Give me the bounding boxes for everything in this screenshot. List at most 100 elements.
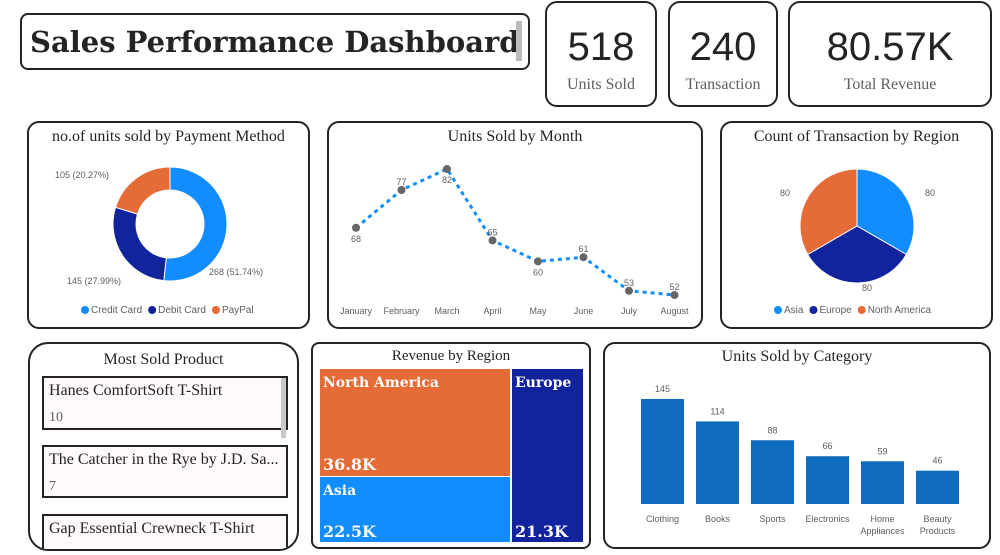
legend-item: North America (868, 305, 932, 316)
data-label: 66 (822, 441, 832, 451)
data-point (352, 223, 360, 232)
line-chart: 68 January 77 February 82 March 65 April 60 May 61… (340, 165, 689, 316)
x-tick-label: Sports (759, 514, 786, 524)
x-tick-label: Clothing (646, 514, 679, 524)
slice-paypal (114, 166, 171, 215)
legend-item: Asia (784, 305, 804, 316)
product-units: 7 (49, 479, 56, 494)
product-name: Hanes ComfortSoft T-Shirt (49, 382, 223, 399)
chart-title: Units Sold by Category (721, 348, 873, 365)
data-point (443, 165, 451, 173)
title-card: Sales Performance Dashboard (20, 13, 530, 70)
data-point (625, 286, 633, 295)
x-tick-label: Books (705, 514, 731, 524)
list-item[interactable]: The Catcher in the Rye by J.D. Sa... 7 (42, 445, 288, 498)
legend-marker (148, 306, 157, 314)
slice-debit-card (112, 206, 167, 282)
bar-chart: 145 Clothing 114 Books 88 Sports 66 Electronics… (641, 384, 959, 536)
scrollbar[interactable] (516, 21, 522, 61)
chart-title: Units Sold by Month (447, 128, 583, 145)
x-tick-label: January (340, 306, 373, 316)
legend-item: Europe (819, 305, 852, 316)
product-name: The Catcher in the Rye by J.D. Sa... (49, 451, 279, 468)
series-line (355, 167, 675, 297)
donut-chart: 268 (51.74%) 145 (27.99%) 105 (20.27%) Cred… (55, 166, 263, 316)
chart-title: Count of Transaction by Region (753, 128, 960, 145)
treemap-north-america[interactable]: North America 36.8K (320, 369, 510, 476)
kpi-label: Transaction (685, 76, 761, 93)
data-point (670, 291, 679, 299)
payment-method-chart: no.of units sold by Payment Method 268 (… (27, 121, 310, 329)
slice-north-america (799, 168, 858, 256)
list-scrollbar[interactable] (281, 378, 286, 438)
kpi-label: Total Revenue (843, 76, 937, 93)
data-point (397, 186, 406, 194)
data-label: 268 (51.74%) (209, 267, 263, 277)
kpi-units-sold: 518 Units Sold (545, 1, 657, 107)
data-label: 145 (27.99%) (67, 276, 121, 286)
x-tick-label: Beauty Products (920, 514, 956, 536)
pie-chart: 80 80 80 Asia Europe North America (774, 168, 935, 316)
x-tick-label: May (529, 306, 547, 316)
list-item[interactable]: Gap Essential Crewneck T-Shirt (42, 514, 288, 549)
data-label: 88 (767, 425, 777, 435)
legend-item: PayPal (222, 305, 254, 316)
treemap-value: 22.5K (323, 522, 376, 541)
x-tick-label: August (660, 306, 689, 316)
bar (916, 470, 959, 504)
chart-title: Revenue by Region (391, 348, 511, 364)
data-label: 53 (624, 278, 634, 288)
region-transaction-chart: Count of Transaction by Region 80 80 80 Asi… (720, 121, 993, 329)
legend-marker (809, 306, 818, 314)
data-label: 105 (20.27%) (55, 170, 109, 180)
data-label: 114 (710, 406, 724, 416)
x-tick-label: February (383, 306, 420, 316)
kpi-transaction: 240 Transaction (668, 1, 778, 107)
x-tick-label: Electronics (805, 514, 850, 524)
data-label: 80 (780, 188, 790, 198)
month-chart: Units Sold by Month 68 January 77 February 8… (327, 121, 703, 329)
x-tick-label: April (483, 306, 501, 316)
slice-asia (856, 168, 915, 256)
data-label: 61 (578, 244, 588, 254)
data-label: 80 (925, 188, 935, 198)
data-point (534, 257, 542, 266)
x-tick-label: March (434, 306, 459, 316)
data-label: 82 (442, 175, 452, 185)
legend-item: Credit Card (91, 305, 142, 316)
kpi-value: 518 (567, 25, 635, 69)
data-point (579, 253, 588, 262)
x-tick-label: Home Appliances (860, 514, 905, 536)
bar (806, 456, 849, 504)
kpi-total-revenue: 80.57K Total Revenue (788, 1, 992, 107)
treemap-label: North America (323, 375, 439, 391)
slice-europe (806, 225, 908, 284)
data-label: 77 (396, 177, 406, 187)
treemap-asia[interactable]: Asia 22.5K (320, 477, 510, 542)
page-title: Sales Performance Dashboard (30, 25, 520, 59)
bar (696, 421, 739, 504)
data-label: 68 (351, 234, 361, 244)
legend-marker (81, 306, 89, 314)
treemap-europe[interactable]: Europe 21.3K (512, 369, 583, 542)
bar (861, 461, 904, 504)
treemap-label: Europe (515, 375, 572, 391)
kpi-value: 80.57K (826, 25, 954, 69)
legend-marker (211, 306, 220, 314)
data-label: 52 (669, 282, 679, 292)
legend-item: Debit Card (158, 305, 206, 316)
legend-marker (857, 306, 866, 314)
treemap-label: Asia (323, 483, 357, 499)
data-label: 60 (533, 267, 543, 277)
product-name: Gap Essential Crewneck T-Shirt (49, 520, 255, 537)
bar (751, 440, 794, 504)
kpi-label: Units Sold (566, 76, 635, 93)
chart-title: no.of units sold by Payment Method (52, 128, 285, 145)
treemap-value: 36.8K (323, 455, 376, 474)
data-label: 46 (932, 456, 942, 466)
slice-credit-card (163, 166, 228, 282)
list-item[interactable]: Hanes ComfortSoft T-Shirt 10 (42, 376, 288, 430)
data-point (488, 236, 497, 245)
data-label: 65 (487, 227, 497, 237)
data-label: 59 (877, 446, 887, 456)
